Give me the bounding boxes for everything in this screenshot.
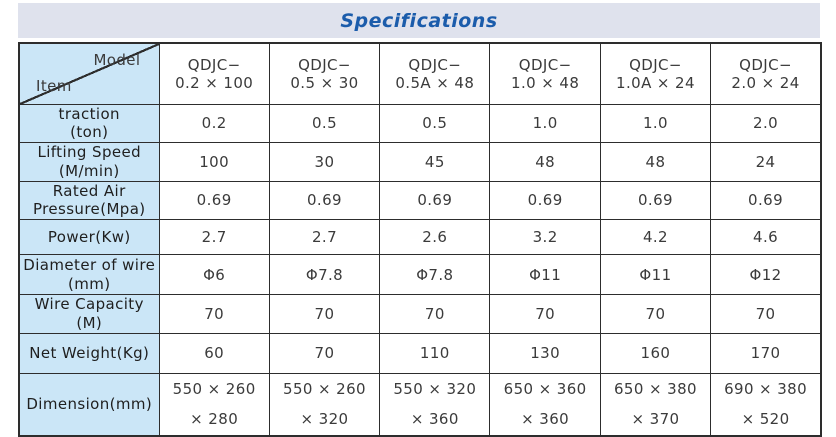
spec-cell: Φ7.8	[268, 254, 381, 295]
spec-cell: 2.7	[268, 219, 381, 255]
specifications-table: Model Item QDJC− 0.2 × 100 QDJC− 0.5 × 30 …	[18, 42, 822, 437]
column-header-1: QDJC− 0.2 × 100	[158, 42, 270, 105]
spec-cell: 30	[268, 142, 381, 182]
spec-cell: Φ11	[599, 254, 712, 295]
spec-cell: 24	[710, 142, 822, 182]
spec-cell: 650 × 380 × 370	[599, 372, 712, 437]
title-band: Specifications	[18, 3, 820, 38]
header-row: Model Item QDJC− 0.2 × 100 QDJC− 0.5 × 30 …	[18, 42, 822, 105]
row-label-wire-capacity: Wire Capacity (M)	[18, 294, 160, 334]
spec-cell: 0.5	[379, 103, 491, 143]
spec-cell: 48	[599, 142, 712, 182]
spec-cell: 70	[268, 332, 381, 374]
model-prefix: QDJC−	[298, 55, 351, 74]
spec-cell: Φ12	[710, 254, 822, 295]
spec-cell: 70	[710, 294, 822, 334]
row-dimension: Dimension(mm) 550 × 260 × 280 550 × 260 …	[18, 372, 822, 437]
row-traction: traction (ton) 0.2 0.5 0.5 1.0 1.0 2.0	[18, 103, 822, 143]
spec-cell: 110	[379, 332, 491, 374]
spec-cell: 70	[599, 294, 712, 334]
row-net-weight: Net Weight(Kg) 60 70 110 130 160 170	[18, 332, 822, 374]
spec-cell: 690 × 380 × 520	[710, 372, 822, 437]
spec-cell: 160	[599, 332, 712, 374]
spec-cell: 0.69	[379, 180, 491, 220]
row-label-power: Power(Kw)	[18, 219, 160, 255]
spec-cell: 0.69	[158, 180, 270, 220]
row-label-traction: traction (ton)	[18, 103, 160, 143]
spec-cell: 0.2	[158, 103, 270, 143]
model-suffix: 0.5A × 48	[395, 73, 475, 92]
spec-cell: 130	[489, 332, 601, 374]
column-header-5: QDJC− 1.0A × 24	[599, 42, 712, 105]
row-label-net-weight: Net Weight(Kg)	[18, 332, 160, 374]
spec-cell: 0.69	[710, 180, 822, 220]
model-prefix: QDJC−	[187, 55, 241, 74]
spec-cell: Φ6	[158, 254, 270, 295]
corner-model-label: Model	[93, 51, 141, 69]
model-prefix: QDJC−	[629, 55, 682, 74]
spec-cell: 70	[489, 294, 601, 334]
spec-cell: 100	[158, 142, 270, 182]
model-suffix: 2.0 × 24	[731, 73, 800, 92]
spec-cell: 650 × 360 × 360	[489, 372, 601, 437]
model-prefix: QDJC−	[518, 55, 572, 74]
corner-model-item-cell: Model Item	[18, 42, 160, 105]
row-label-rated-air-pressure: Rated Air Pressure(Mpa)	[18, 180, 160, 220]
row-wire-capacity: Wire Capacity (M) 70 70 70 70 70 70	[18, 294, 822, 334]
spec-cell: Φ7.8	[379, 254, 491, 295]
spec-cell: 0.5	[268, 103, 381, 143]
column-header-3: QDJC− 0.5A × 48	[379, 42, 491, 105]
column-header-6: QDJC− 2.0 × 24	[710, 42, 822, 105]
row-label-dimension: Dimension(mm)	[18, 372, 160, 437]
model-prefix: QDJC−	[739, 55, 792, 74]
model-suffix: 1.0 × 48	[511, 73, 580, 92]
model-prefix: QDJC−	[408, 55, 462, 74]
model-suffix: 0.5 × 30	[290, 73, 359, 92]
spec-cell: 550 × 260 × 320	[268, 372, 381, 437]
spec-cell: 4.6	[710, 219, 822, 255]
row-label-lifting-speed: Lifting Speed (M/min)	[18, 142, 160, 182]
spec-cell: 0.69	[268, 180, 381, 220]
spec-cell: 2.6	[379, 219, 491, 255]
row-rated-air-pressure: Rated Air Pressure(Mpa) 0.69 0.69 0.69 0…	[18, 180, 822, 220]
spec-cell: 0.69	[599, 180, 712, 220]
spec-cell: 2.7	[158, 219, 270, 255]
spec-cell: 550 × 260 × 280	[158, 372, 270, 437]
spec-cell: 4.2	[599, 219, 712, 255]
spec-cell: 70	[158, 294, 270, 334]
spec-cell: 48	[489, 142, 601, 182]
spec-cell: Φ11	[489, 254, 601, 295]
corner-item-label: Item	[36, 76, 72, 95]
row-label-wire-diameter: Diameter of wire (mm)	[18, 254, 160, 295]
spec-cell: 70	[379, 294, 491, 334]
spec-cell: 170	[710, 332, 822, 374]
spec-cell: 1.0	[599, 103, 712, 143]
spec-cell: 0.69	[489, 180, 601, 220]
column-header-2: QDJC− 0.5 × 30	[268, 42, 381, 105]
row-lifting-speed: Lifting Speed (M/min) 100 30 45 48 48 24	[18, 142, 822, 182]
row-wire-diameter: Diameter of wire (mm) Φ6 Φ7.8 Φ7.8 Φ11 Φ…	[18, 254, 822, 295]
spec-cell: 70	[268, 294, 381, 334]
page-title: Specifications	[340, 9, 498, 32]
spec-cell: 60	[158, 332, 270, 374]
spec-cell: 3.2	[489, 219, 601, 255]
spec-cell: 2.0	[710, 103, 822, 143]
spec-cell: 45	[379, 142, 491, 182]
row-power: Power(Kw) 2.7 2.7 2.6 3.2 4.2 4.6	[18, 219, 822, 255]
model-suffix: 1.0A × 24	[616, 73, 695, 92]
spec-cell: 550 × 320 × 360	[379, 372, 491, 437]
column-header-4: QDJC− 1.0 × 48	[489, 42, 601, 105]
model-suffix: 0.2 × 100	[175, 73, 254, 92]
spec-cell: 1.0	[489, 103, 601, 143]
